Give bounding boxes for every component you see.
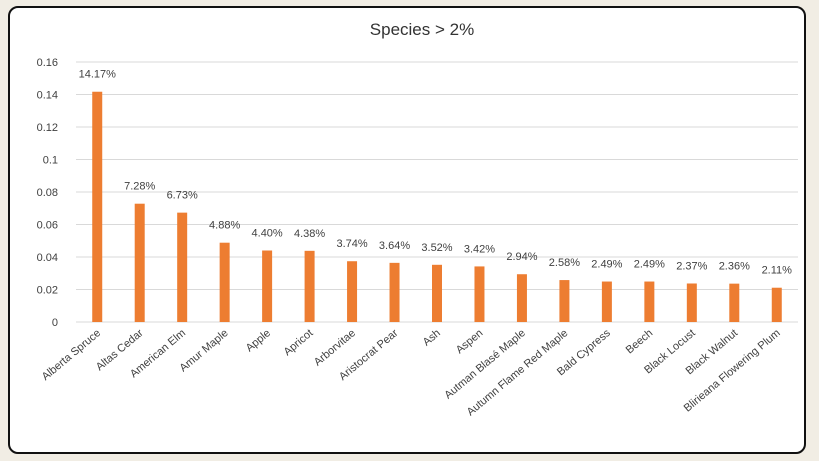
data-label: 2.36% (719, 261, 750, 273)
x-tick-label: Ash (421, 327, 443, 348)
data-label: 2.58% (549, 257, 580, 269)
bar (262, 250, 273, 322)
bar (219, 242, 230, 322)
data-label: 3.42% (464, 243, 495, 255)
x-tick-label: Apricot (282, 327, 316, 358)
x-tick-label: Alberta Spruce (40, 327, 103, 383)
data-label: 4.40% (252, 228, 283, 240)
data-label: 2.37% (676, 260, 707, 272)
bar (304, 250, 315, 322)
y-tick-label: 0.02 (37, 285, 58, 297)
chart-frame: Species > 2% 0 0.02 0.04 0.06 0.08 0.1 0.12 0.1… (8, 6, 806, 454)
y-axis-ticks: 0 0.02 0.04 0.06 0.08 0.1 0.12 0.14 0.16 (37, 57, 58, 329)
data-label: 3.52% (421, 242, 452, 254)
chart-svg: Species > 2% 0 0.02 0.04 0.06 0.08 0.1 0.12 0.1… (37, 20, 798, 419)
y-tick-label: 0.16 (37, 57, 58, 69)
y-tick-label: 0.06 (37, 220, 58, 232)
data-label: 2.11% (762, 265, 793, 277)
bar (729, 283, 740, 322)
bars (92, 91, 782, 322)
x-tick-label: Autman Blasé Maple (442, 327, 527, 401)
data-label: 2.49% (591, 259, 622, 271)
x-tick-label: Apple (244, 327, 273, 354)
gridlines (76, 61, 798, 323)
bar (644, 281, 655, 322)
bar (134, 203, 145, 322)
y-tick-label: 0.08 (37, 187, 58, 199)
bar (432, 264, 442, 322)
bar (601, 281, 612, 322)
x-tick-label: Aspen (454, 327, 486, 356)
bar (177, 212, 188, 322)
bar (347, 261, 358, 322)
bar (771, 287, 782, 322)
data-label: 4.38% (294, 228, 325, 240)
y-tick-label: 0.14 (37, 90, 58, 102)
y-tick-label: 0.12 (37, 122, 58, 134)
data-labels: 14.17% 7.28% 6.73% 4.88% 4.40% 4.38% 3.74% 3.64… (79, 69, 793, 277)
data-label: 2.49% (634, 259, 665, 271)
y-tick-label: 0.04 (37, 252, 58, 264)
bar (516, 274, 527, 322)
data-label: 3.74% (336, 238, 367, 250)
y-tick-label: 0.1 (43, 155, 58, 167)
data-label: 2.94% (506, 251, 537, 263)
chart-title: Species > 2% (370, 20, 474, 39)
data-label: 6.73% (167, 190, 198, 202)
bar (686, 283, 697, 322)
data-label: 4.88% (209, 220, 240, 232)
y-tick-label: 0 (52, 317, 58, 329)
bar (474, 266, 485, 322)
data-label: 3.64% (379, 240, 410, 252)
data-label: 7.28% (124, 181, 155, 193)
bar (559, 280, 570, 322)
x-tick-label: Beech (624, 327, 656, 356)
bar (92, 91, 103, 322)
bar (389, 262, 400, 322)
data-label: 14.17% (79, 69, 117, 81)
